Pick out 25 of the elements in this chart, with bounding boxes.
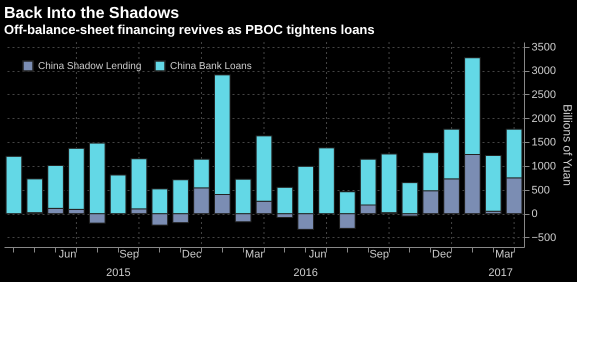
x-tick-label: Mar (495, 248, 514, 260)
text: 2017 (488, 267, 513, 279)
y-tick-label: 2500 (532, 88, 556, 101)
y-tick-label: 0 (532, 208, 538, 220)
y-tick-label: 1000 (532, 160, 556, 172)
x-tick-label: Jun (308, 248, 327, 260)
x-tick-label: Mar (245, 248, 264, 260)
legend-label: China Shadow Lending (38, 61, 142, 72)
y-tick-label: 2000 (532, 112, 556, 125)
y-tick-label: 500 (532, 184, 550, 196)
y-tick-label: 3000 (532, 65, 556, 78)
chart-subtitle: Off-balance-sheet financing revives as PBOC tightens loans (4, 22, 375, 37)
x-tick-label: Dec (182, 248, 202, 260)
y-tick-label: 3500 (532, 41, 556, 54)
y-tick-label: 1500 (532, 136, 556, 149)
x-tick-label: Sep (369, 248, 390, 260)
x-tick-label: Sep (119, 248, 139, 260)
y-tick-label: −500 (532, 232, 556, 244)
text: 2016 (293, 267, 318, 279)
chart-title: Back Into the Shadows (4, 4, 180, 22)
text: 2015 (106, 267, 131, 279)
x-tick-label: Dec (432, 248, 452, 260)
x-tick-label: Jun (58, 248, 76, 260)
legend-label: China Bank Loans (170, 61, 252, 72)
y-axis-title: Billions of Yuan (560, 104, 574, 186)
